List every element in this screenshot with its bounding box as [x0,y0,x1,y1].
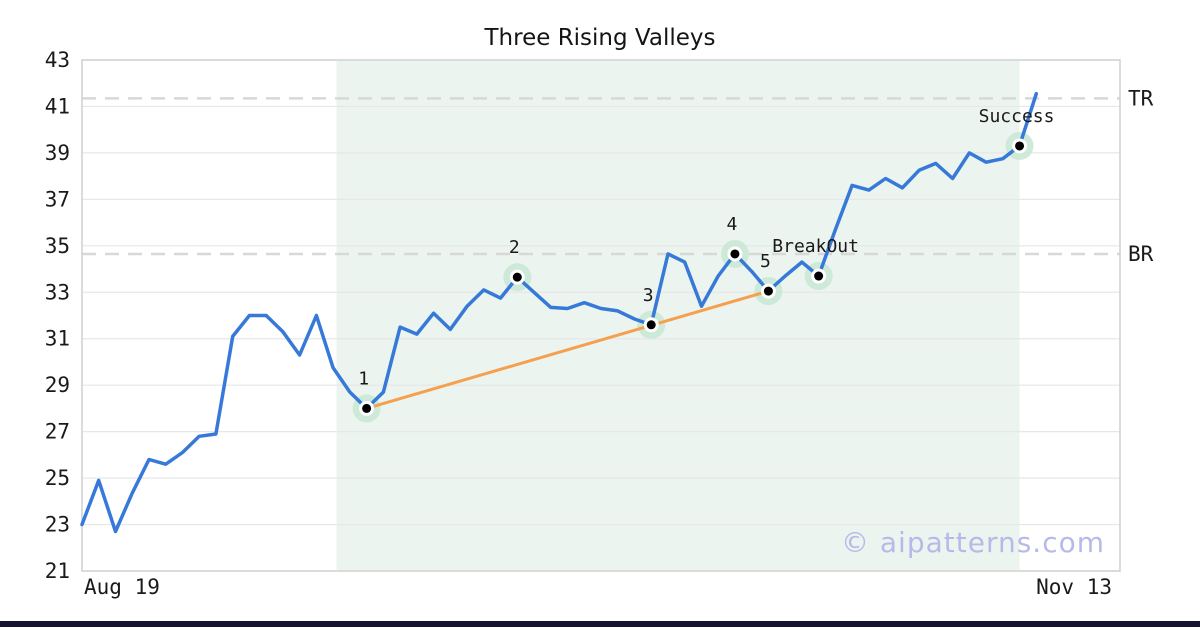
y-tick-label: 41 [45,94,70,118]
price-line [80,91,1039,534]
br-level-label: BR [1128,242,1154,266]
plot-border [81,59,1121,572]
marker-dot [763,286,773,296]
y-tick-label: 39 [45,141,70,165]
annotation-label-breakout: BreakOut [772,236,859,257]
y-tick-label: 21 [45,559,70,583]
x-tick-label-end: Nov 13 [1036,575,1112,599]
annotation-label-1: 1 [358,368,369,389]
marker-dot [646,320,656,330]
y-tick-label: 31 [45,327,70,351]
watermark: © aipatterns.com [840,526,1105,559]
marker-dot [512,272,522,282]
trendline [365,289,770,410]
bottom-accent-bar [0,621,1200,627]
marker-dot [814,271,824,281]
chart-layers: 12345BreakOutSuccess43413937353331292725… [45,48,1121,583]
annotation-label-2: 2 [509,237,520,258]
y-tick-label: 27 [45,420,70,444]
y-tick-label: 37 [45,187,70,211]
annotation-label-3: 3 [643,285,654,306]
marker-dot [1015,141,1025,151]
marker-dot [730,249,740,259]
highlight-region [336,61,1020,570]
y-tick-label: 43 [45,48,70,72]
y-tick-label: 35 [45,234,70,258]
y-tick-label: 29 [45,373,70,397]
x-tick-label-start: Aug 19 [84,575,160,599]
annotation-label-5: 5 [760,251,771,272]
annotation-label-4: 4 [727,214,738,235]
y-tick-label: 23 [45,513,70,537]
annotation-label-success: Success [979,106,1055,127]
tr-level-label: TR [1128,86,1154,110]
chart-title: Three Rising Valleys [484,25,716,51]
y-tick-label: 33 [45,280,70,304]
y-tick-label: 25 [45,466,70,490]
marker-dot [362,403,372,413]
